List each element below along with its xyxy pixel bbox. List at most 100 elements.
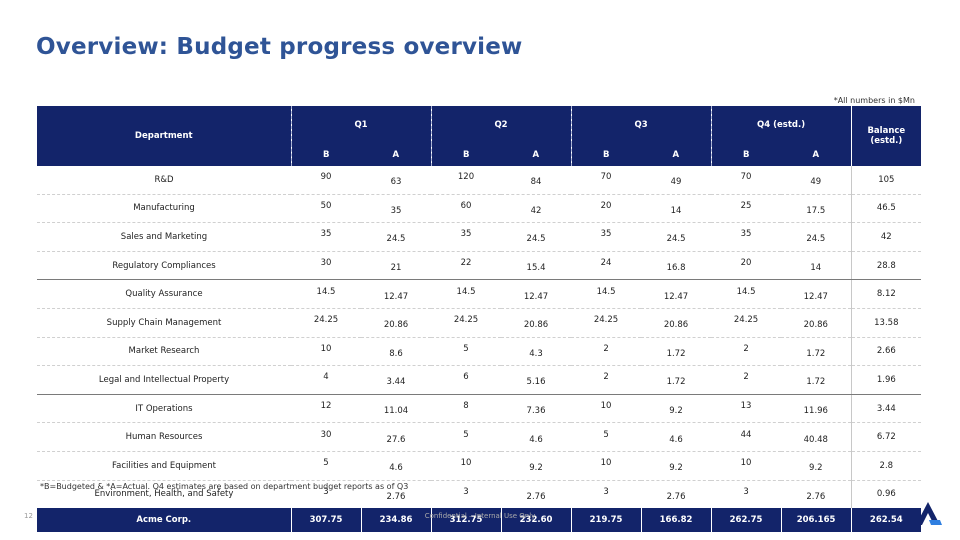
- value-cell: 35: [711, 222, 782, 252]
- confidentiality-label: Confidential – Internal Use Only: [424, 512, 536, 520]
- table-row: Facilities and Equipment 5 4.6 10 9.2 10 9.2 10…: [37, 451, 922, 481]
- total-cell: 206.165: [780, 508, 852, 533]
- total-row: Acme Corp. 307.75 234.86 312.75 232.60 2…: [37, 508, 922, 533]
- table-row: R&D 90 63 120 84 70 49 70 49 105: [37, 166, 922, 195]
- value-cell: 3: [743, 486, 749, 497]
- balance-cell: 28.8: [850, 251, 922, 281]
- value-cell: 6: [431, 365, 502, 395]
- value-cell: 12: [291, 394, 361, 424]
- balance-cell: 46.5: [850, 194, 922, 224]
- balance-cell: 2.66: [850, 337, 922, 367]
- balance-cell: 0.96: [850, 480, 922, 509]
- value-cell: 10: [571, 394, 642, 424]
- value-cell: 25: [711, 194, 782, 224]
- subheader-actual: A: [361, 144, 432, 166]
- total-cell: 312.75: [430, 508, 502, 533]
- value-cell: 8: [431, 394, 502, 424]
- total-label: Acme Corp.: [37, 508, 291, 533]
- value-cell: 4.3: [501, 337, 572, 367]
- value-cell: 4.6: [501, 422, 572, 452]
- value-cell: 10: [571, 451, 642, 481]
- value-cell: 9.2: [781, 451, 852, 481]
- value-cell: 2: [571, 337, 642, 367]
- total-cell: 232.60: [500, 508, 572, 533]
- value-cell: 14.5: [431, 279, 502, 309]
- value-cell: 24.25: [571, 308, 642, 338]
- value-cell: 9.2: [501, 451, 572, 481]
- department-cell: Environment, Health, and Safety: [94, 489, 234, 500]
- balance-cell: 3.44: [850, 394, 922, 424]
- value-cell: 3: [603, 486, 609, 497]
- value-cell: 11.96: [781, 394, 852, 424]
- value-cell: 27.6: [361, 422, 432, 452]
- value-cell: 2: [711, 337, 782, 367]
- quarter-header-q4: Q4 (estd.): [710, 106, 852, 144]
- value-cell: 70: [711, 166, 782, 195]
- balance-cell: 13.58: [850, 308, 922, 338]
- table-row: Human Resources 30 27.6 5 4.6 5 4.6 44 40.48 6.72: [37, 422, 922, 452]
- department-cell: Quality Assurance: [37, 279, 291, 309]
- subheader-actual: A: [641, 144, 712, 166]
- value-cell: 7.36: [501, 394, 572, 424]
- subheader-budgeted: B: [570, 144, 642, 166]
- value-cell: 20: [571, 194, 642, 224]
- value-cell: 3: [463, 486, 469, 497]
- page-title: Overview: Budget progress overview: [36, 34, 523, 60]
- department-cell: Market Research: [37, 337, 291, 367]
- balance-header-line2: (estd.): [870, 136, 903, 146]
- value-cell: 1.72: [781, 337, 852, 367]
- value-cell: 2.76: [806, 491, 826, 502]
- value-cell: 5: [571, 422, 642, 452]
- value-cell: 42: [501, 194, 572, 224]
- table-row: IT Operations 12 11.04 8 7.36 10 9.2 13 11.96 3.4…: [37, 394, 922, 424]
- value-cell: 21: [361, 251, 432, 281]
- value-cell: 4: [291, 365, 361, 395]
- value-cell: 84: [501, 166, 572, 195]
- value-cell: 5: [431, 337, 502, 367]
- value-cell: 49: [781, 166, 852, 195]
- value-cell: 14.5: [291, 279, 361, 309]
- value-cell: 9.2: [641, 394, 712, 424]
- value-cell: 3: [323, 486, 329, 497]
- department-cell: Legal and Intellectual Property: [37, 365, 291, 395]
- balance-header-line1: Balance: [867, 126, 906, 136]
- total-cell: 219.75: [570, 508, 642, 533]
- value-cell: 24: [571, 251, 642, 281]
- value-cell: 14: [781, 251, 852, 281]
- value-cell: 2: [571, 365, 642, 395]
- value-cell: 5.16: [501, 365, 572, 395]
- department-cell: Manufacturing: [37, 194, 291, 224]
- table-row: Sales and Marketing 35 24.5 35 24.5 35 24.5 35 2…: [37, 222, 922, 252]
- department-header: Department: [37, 106, 291, 166]
- table-row: Environment, Health, and Safety 3 2.76 3 2.7…: [37, 480, 922, 509]
- value-cell: 2.76: [526, 491, 546, 502]
- table-row: Market Research 10 8.6 5 4.3 2 1.72 2 1.72 2.66: [37, 337, 922, 367]
- value-cell: 120: [431, 166, 502, 195]
- value-cell: 5: [291, 451, 361, 481]
- value-cell: 35: [431, 222, 502, 252]
- value-cell: 16.8: [641, 251, 712, 281]
- value-cell: 30: [291, 422, 361, 452]
- table-row: Regulatory Compliances 30 21 22 15.4 24 16.8 20…: [37, 251, 922, 281]
- value-cell: 24.25: [431, 308, 502, 338]
- value-cell: 60: [431, 194, 502, 224]
- value-cell: 13: [711, 394, 782, 424]
- value-cell: 4.6: [361, 451, 432, 481]
- value-cell: 2.76: [386, 491, 406, 502]
- value-cell: 17.5: [781, 194, 852, 224]
- value-cell: 12.47: [781, 279, 852, 309]
- value-cell: 24.25: [291, 308, 361, 338]
- value-cell: 14.5: [711, 279, 782, 309]
- subheader-actual: A: [781, 144, 852, 166]
- department-cell: Sales and Marketing: [37, 222, 291, 252]
- department-cell: Facilities and Equipment: [37, 451, 291, 481]
- value-cell: 63: [361, 166, 432, 195]
- value-cell: 12.47: [361, 279, 432, 309]
- table-row: Legal and Intellectual Property 4 3.44 6 5.1…: [37, 365, 922, 395]
- department-cell: Human Resources: [37, 422, 291, 452]
- page-number: 12: [24, 512, 33, 520]
- value-cell: 70: [571, 166, 642, 195]
- value-cell: 24.5: [781, 222, 852, 252]
- total-cell: 166.82: [640, 508, 712, 533]
- value-cell: 10: [431, 451, 502, 481]
